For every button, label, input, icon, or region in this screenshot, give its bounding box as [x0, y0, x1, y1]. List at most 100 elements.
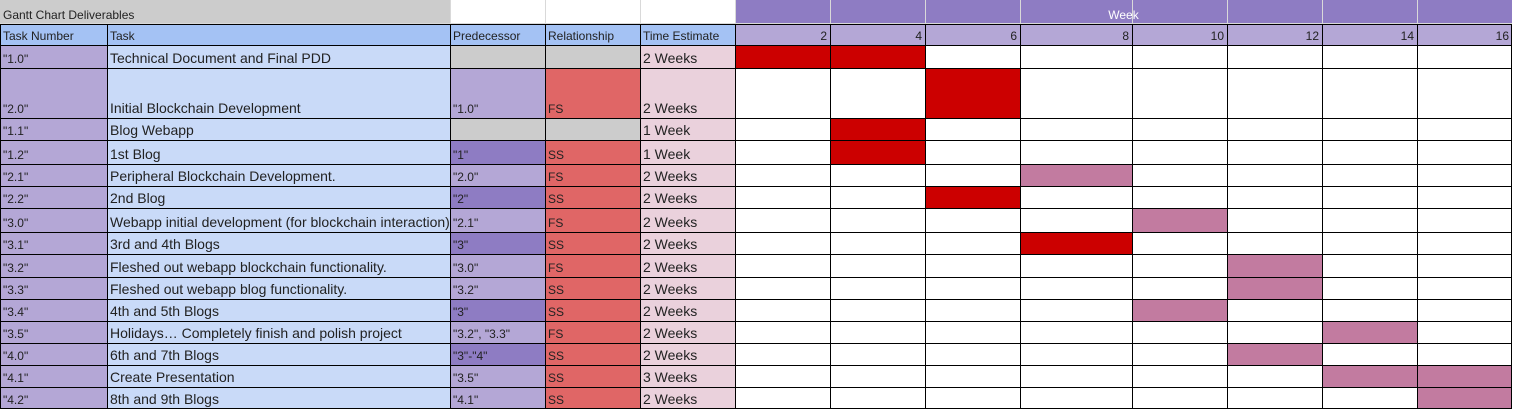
week-cell[interactable]	[925, 321, 1020, 343]
predecessor-cell[interactable]: "3"	[450, 299, 545, 321]
relationship-cell[interactable]: FS	[545, 321, 640, 343]
sheet-title[interactable]: Gantt Chart Deliverables	[0, 0, 450, 24]
time-estimate-cell[interactable]: 2 Weeks	[640, 321, 735, 343]
gantt-bar-main[interactable]	[925, 186, 1020, 208]
task-name-cell[interactable]: Blog Webapp	[107, 118, 450, 140]
week-cell[interactable]	[735, 387, 830, 409]
week-cell[interactable]	[1227, 118, 1322, 140]
week-cell[interactable]	[735, 277, 830, 299]
week-cell[interactable]	[925, 232, 1020, 254]
predecessor-cell[interactable]: "2"	[450, 186, 545, 208]
week-cell[interactable]	[830, 68, 925, 118]
week-cell[interactable]	[1322, 140, 1417, 164]
predecessor-cell[interactable]: "1.0"	[450, 68, 545, 118]
task-number-cell[interactable]: "3.5"	[0, 321, 107, 343]
week-cell[interactable]	[1227, 68, 1322, 118]
task-name-cell[interactable]: 4th and 5th Blogs	[107, 299, 450, 321]
week-cell[interactable]	[1322, 118, 1417, 140]
week-cell[interactable]	[1417, 277, 1512, 299]
week-cell[interactable]	[1322, 299, 1417, 321]
task-name-cell[interactable]: Holidays… Completely finish and polish p…	[107, 321, 450, 343]
week-header-10[interactable]: 10	[1132, 24, 1227, 45]
gantt-bar-main[interactable]	[830, 118, 925, 140]
gantt-bar-parallel[interactable]	[1132, 208, 1227, 232]
week-cell[interactable]	[1227, 232, 1322, 254]
predecessor-cell[interactable]	[450, 45, 545, 68]
week-cell[interactable]	[1020, 140, 1132, 164]
week-cell[interactable]	[1020, 118, 1132, 140]
task-name-cell[interactable]: Create Presentation	[107, 365, 450, 387]
time-estimate-cell[interactable]: 2 Weeks	[640, 254, 735, 277]
task-name-cell[interactable]: Initial Blockchain Development	[107, 68, 450, 118]
week-cell[interactable]	[735, 140, 830, 164]
week-cell[interactable]	[830, 277, 925, 299]
week-cell[interactable]	[1132, 45, 1227, 68]
time-estimate-cell[interactable]: 3 Weeks	[640, 365, 735, 387]
week-cell[interactable]	[1132, 118, 1227, 140]
week-cell[interactable]	[1417, 140, 1512, 164]
week-cell[interactable]	[735, 254, 830, 277]
week-cell[interactable]	[830, 254, 925, 277]
relationship-cell[interactable]: FS	[545, 164, 640, 186]
week-cell[interactable]	[925, 140, 1020, 164]
time-estimate-cell[interactable]: 2 Weeks	[640, 164, 735, 186]
week-cell[interactable]	[1132, 321, 1227, 343]
week-header-14[interactable]: 14	[1322, 24, 1417, 45]
week-cell[interactable]	[925, 45, 1020, 68]
header-time-estimate[interactable]: Time Estimate	[640, 24, 735, 45]
task-number-cell[interactable]: "4.2"	[0, 387, 107, 409]
week-cell[interactable]	[925, 254, 1020, 277]
gantt-bar-parallel[interactable]	[1322, 321, 1417, 343]
week-cell[interactable]	[1322, 232, 1417, 254]
relationship-cell[interactable]: SS	[545, 186, 640, 208]
week-cell[interactable]	[830, 299, 925, 321]
relationship-cell[interactable]: FS	[545, 208, 640, 232]
time-estimate-cell[interactable]: 2 Weeks	[640, 68, 735, 118]
week-cell[interactable]	[1322, 254, 1417, 277]
gantt-bar-parallel[interactable]	[1417, 365, 1512, 387]
week-cell[interactable]	[1020, 186, 1132, 208]
time-estimate-cell[interactable]: 2 Weeks	[640, 45, 735, 68]
header-relationship[interactable]: Relationship	[545, 24, 640, 45]
task-number-cell[interactable]: "1.0"	[0, 45, 107, 68]
week-cell[interactable]	[1132, 254, 1227, 277]
task-number-cell[interactable]: "1.2"	[0, 140, 107, 164]
week-cell[interactable]	[830, 365, 925, 387]
header-predecessor[interactable]: Predecessor	[450, 24, 545, 45]
week-cell[interactable]	[1132, 277, 1227, 299]
relationship-cell[interactable]: SS	[545, 277, 640, 299]
gantt-bar-parallel[interactable]	[1417, 387, 1512, 409]
week-cell[interactable]	[1020, 321, 1132, 343]
week-cell[interactable]	[1322, 277, 1417, 299]
relationship-cell[interactable]: FS	[545, 254, 640, 277]
week-header-2[interactable]: 2	[735, 24, 830, 45]
week-cell[interactable]	[1322, 164, 1417, 186]
header-task[interactable]: Task	[107, 24, 450, 45]
week-cell[interactable]	[735, 232, 830, 254]
gantt-bar-main[interactable]	[925, 68, 1020, 118]
predecessor-cell[interactable]: "3.0"	[450, 254, 545, 277]
time-estimate-cell[interactable]: 2 Weeks	[640, 343, 735, 365]
task-number-cell[interactable]: "1.1"	[0, 118, 107, 140]
relationship-cell[interactable]	[545, 45, 640, 68]
time-estimate-cell[interactable]: 2 Weeks	[640, 232, 735, 254]
predecessor-cell[interactable]: "3.2", "3.3"	[450, 321, 545, 343]
week-cell[interactable]	[1020, 387, 1132, 409]
week-cell[interactable]	[925, 299, 1020, 321]
predecessor-cell[interactable]: "2.1"	[450, 208, 545, 232]
header-task-number[interactable]: Task Number	[0, 24, 107, 45]
week-cell[interactable]	[1227, 45, 1322, 68]
predecessor-cell[interactable]: "3"-"4"	[450, 343, 545, 365]
gantt-bar-main[interactable]	[830, 140, 925, 164]
task-number-cell[interactable]: "4.0"	[0, 343, 107, 365]
week-cell[interactable]	[1417, 68, 1512, 118]
week-cell[interactable]	[1227, 387, 1322, 409]
task-name-cell[interactable]: Fleshed out webapp blog functionality.	[107, 277, 450, 299]
task-number-cell[interactable]: "2.0"	[0, 68, 107, 118]
week-cell[interactable]	[830, 208, 925, 232]
relationship-cell[interactable]: SS	[545, 387, 640, 409]
week-cell[interactable]	[735, 321, 830, 343]
relationship-cell[interactable]: SS	[545, 299, 640, 321]
week-cell[interactable]	[735, 208, 830, 232]
week-cell[interactable]	[830, 321, 925, 343]
